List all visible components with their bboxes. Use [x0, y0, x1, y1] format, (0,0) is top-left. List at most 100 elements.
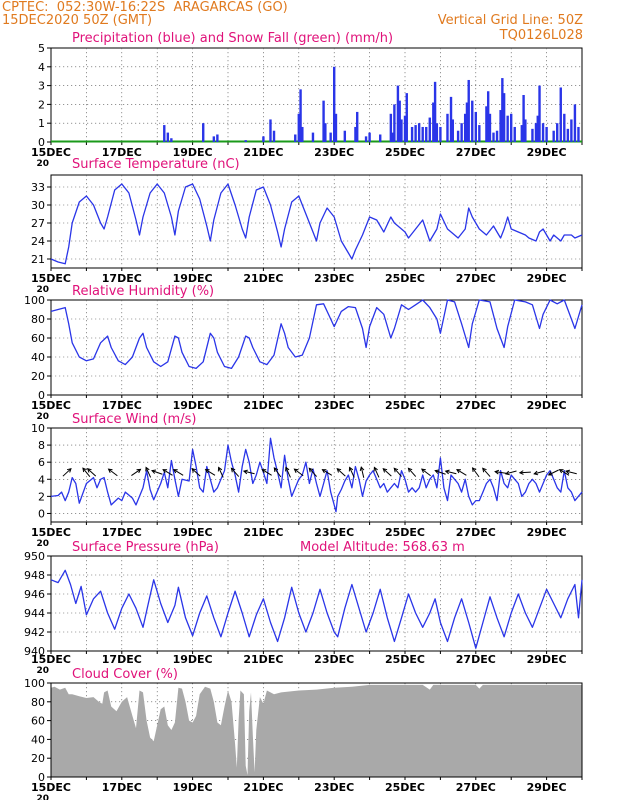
wind-arrow-head [444, 469, 450, 475]
wind-arrow [261, 469, 272, 476]
precip-bar [393, 104, 396, 142]
precip-bar [573, 104, 577, 142]
precip-bar [501, 78, 504, 142]
wind-arrow-head [261, 469, 267, 474]
wind-arrow-head [217, 466, 223, 472]
y-tick-label: 948 [24, 569, 45, 582]
precip-bar [556, 123, 559, 142]
panel-frame-top [50, 682, 583, 778]
precip-bar [460, 123, 463, 142]
x-tick-label: 23DEC [314, 653, 354, 666]
precip-bar [311, 132, 315, 142]
x-tick-label: 17DEC [102, 526, 142, 539]
x-tick-label: 23DEC [314, 526, 354, 539]
precip-bar [538, 85, 541, 142]
x-tick-label: 29DEC [527, 146, 567, 159]
precip-bar [559, 87, 562, 142]
y-tick-label: 24 [31, 235, 45, 248]
y-tick-label: 40 [31, 733, 45, 746]
x-tick-label: 19DEC [173, 653, 213, 666]
wind-arrow [456, 469, 467, 476]
x-tick-label: 25DEC [385, 272, 425, 285]
wind-arrow [308, 468, 317, 477]
x-tick-label: 27DEC [456, 399, 496, 412]
precip-bar [486, 91, 490, 142]
y-tick-label: 8 [38, 439, 45, 452]
precip-bar [488, 113, 492, 142]
wind-arrow-head [434, 469, 440, 474]
wind-arrow-head [230, 467, 236, 473]
precip-bar [368, 132, 371, 142]
wind-arrow-head [348, 466, 354, 472]
panel-precip: 0 1 2 3 4 5 15DEC 17DEC 19DEC 21DEC 23DEC 25DEC 27DE… [31, 31, 583, 169]
precip-bar [446, 113, 449, 142]
wind-arrow [482, 468, 491, 477]
precip-bar [570, 119, 573, 142]
y-tick-label: 3 [38, 80, 45, 93]
wind-arrow-head [533, 470, 539, 476]
wind-arrow-head [308, 467, 314, 473]
x-tick-label: 21DEC [243, 526, 283, 539]
wind-arrow-head [151, 469, 157, 474]
wind-arrow [548, 469, 559, 476]
x-tick-label: 19DEC [173, 272, 213, 285]
precip-bar [465, 102, 469, 142]
precip-bar [439, 126, 442, 142]
wind-arrow [495, 471, 507, 474]
wind-arrow-head [107, 468, 113, 473]
y-tick-label: 946 [24, 588, 45, 601]
wind-arrow [559, 469, 570, 476]
precip-bar [499, 110, 502, 142]
panel-pres: 940 942 944 946 948 950 15DEC 17DEC 19DEC 21DEC 23… [24, 540, 583, 676]
wind-arrow-head [359, 466, 365, 472]
precip-bar [163, 125, 166, 142]
precip-bar [467, 79, 470, 142]
x-tick-label: 21DEC [243, 272, 283, 285]
precip-bar [421, 126, 424, 142]
precip-bar [522, 95, 525, 142]
wind-arrow [336, 468, 346, 477]
x-tick-label: 25DEC [385, 146, 425, 159]
x-tick-label: 17DEC [102, 399, 142, 412]
panel-title: Cloud Cover (%) [72, 667, 178, 682]
precip-bar [334, 113, 338, 142]
header-line-2: 15DEC2020 50Z (GMT) [2, 13, 153, 28]
x-tick-label: 27DEC [456, 781, 496, 794]
precip-bar [272, 130, 276, 142]
y-tick-label: 950 [24, 550, 45, 563]
wind-line [50, 437, 583, 513]
x-tick-label: 15DEC [31, 399, 71, 412]
wind-arrow-head [191, 468, 197, 473]
panel-wind: 0 2 4 6 8 10 15DEC 17DEC 19DEC 21DEC 23DEC 25DEC 27D… [31, 412, 583, 549]
precip-bar [478, 125, 481, 142]
year-stub: 20 [36, 285, 49, 295]
wind-arrow-head [471, 467, 477, 473]
wind-arrow [87, 468, 97, 477]
wind-arrow [421, 468, 431, 477]
wind-arrow-head [393, 467, 399, 473]
x-tick-label: 19DEC [173, 146, 213, 159]
precip-bar [545, 126, 548, 142]
precip-bar [506, 115, 509, 142]
wind-arrow-head [273, 467, 279, 473]
precip-bar [324, 123, 327, 142]
cloud-cover-area [51, 684, 582, 777]
wind-arrow [131, 468, 141, 476]
precip-bar [463, 113, 467, 142]
wind-arrow-head [293, 468, 299, 473]
y-tick-label: 2 [38, 490, 45, 503]
precip-bar [269, 119, 272, 142]
wind-arrow [191, 468, 201, 477]
precip-bar [541, 123, 545, 142]
precip-bar [456, 130, 460, 142]
precip-bar [492, 132, 495, 142]
wind-arrow [273, 467, 282, 478]
panel-cloud: 0 20 40 60 80 100 15DEC 17DEC 19DEC 21DEC 23DEC 25D… [24, 667, 583, 800]
precip-bar [333, 66, 336, 142]
x-tick-label: 29DEC [527, 526, 567, 539]
precip-bar [502, 93, 506, 142]
panel-title: Relative Humidity (%) [72, 284, 214, 299]
panel-frame [50, 299, 583, 396]
precip-bar [364, 136, 368, 142]
x-tick-label: 23DEC [314, 272, 354, 285]
